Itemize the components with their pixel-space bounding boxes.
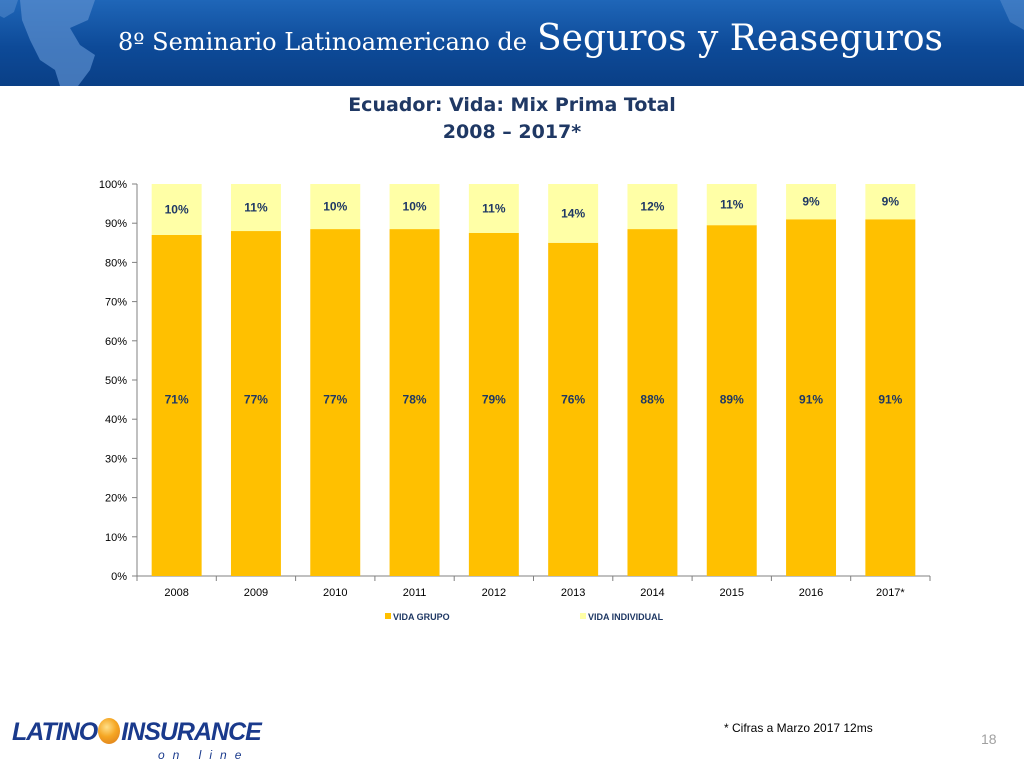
y-tick-label: 20%	[105, 493, 127, 505]
x-tick-label: 2017*	[876, 587, 905, 599]
bar-vida-individual	[151, 184, 202, 235]
data-label-vida-individual: 11%	[720, 198, 744, 212]
legend-label: VIDA GRUPO	[393, 612, 450, 622]
bar-vida-individual	[310, 184, 361, 230]
x-tick-label: 2016	[799, 587, 823, 599]
data-label-vida-individual: 11%	[482, 202, 506, 216]
y-tick-label: 100%	[99, 179, 127, 191]
bar-vida-grupo	[389, 229, 440, 576]
y-tick-label: 0%	[111, 571, 127, 583]
data-label-vida-grupo: 71%	[165, 393, 189, 407]
bar-vida-individual	[468, 184, 519, 233]
data-label-vida-individual: 10%	[403, 200, 427, 214]
legend-swatch	[385, 613, 391, 619]
data-label-vida-individual: 9%	[882, 195, 900, 209]
globe-icon	[98, 718, 121, 744]
y-tick-label: 30%	[105, 453, 127, 465]
bar-vida-grupo	[706, 225, 757, 576]
x-tick-label: 2011	[403, 587, 427, 599]
banner-title-small: 8º Seminario Latinoamericano de	[118, 28, 527, 56]
x-tick-label: 2015	[720, 587, 744, 599]
data-label-vida-individual: 12%	[640, 200, 664, 214]
chart-title: Ecuador: Vida: Mix Prima Total	[348, 94, 676, 116]
data-label-vida-grupo: 76%	[561, 393, 585, 407]
bar-vida-grupo	[151, 234, 202, 576]
data-label-vida-individual: 14%	[561, 206, 585, 220]
bar-vida-individual	[548, 184, 599, 243]
bar-vida-grupo	[627, 229, 678, 576]
page-number: 18	[981, 731, 997, 747]
chart-subtitle: 2008 – 2017*	[442, 121, 582, 143]
data-label-vida-individual: 10%	[323, 200, 347, 214]
company-logo: LATINO INSURANCE on line	[12, 716, 262, 766]
logo-text-right: INSURANCE	[121, 718, 262, 746]
y-tick-label: 80%	[105, 257, 127, 269]
bar-vida-grupo	[786, 219, 837, 576]
y-tick-label: 40%	[105, 414, 127, 426]
data-label-vida-grupo: 91%	[878, 393, 902, 407]
x-tick-label: 2012	[482, 587, 506, 599]
bar-vida-individual	[706, 184, 757, 226]
data-label-vida-individual: 10%	[165, 202, 189, 216]
bar-vida-individual	[786, 184, 837, 220]
x-tick-label: 2010	[323, 587, 347, 599]
data-label-vida-grupo: 77%	[323, 393, 347, 407]
data-label-vida-individual: 9%	[802, 195, 820, 209]
x-tick-label: 2009	[244, 587, 268, 599]
y-tick-label: 60%	[105, 336, 127, 348]
banner-title-big: Seguros y Reaseguros	[537, 18, 944, 59]
logo-subtext: on line	[158, 748, 250, 762]
bar-vida-individual	[627, 184, 678, 230]
legend-swatch	[580, 613, 586, 619]
bar-vida-grupo	[230, 231, 281, 577]
y-tick-label: 90%	[105, 218, 127, 230]
legend-label: VIDA INDIVIDUAL	[588, 612, 664, 622]
x-tick-label: 2014	[640, 587, 664, 599]
bar-vida-grupo	[865, 219, 916, 576]
logo-text-left: LATINO	[12, 718, 98, 746]
map-graphic	[0, 0, 1024, 86]
banner-title: 8º Seminario Latinoamericano de Seguros …	[118, 18, 943, 68]
data-label-vida-grupo: 79%	[482, 393, 506, 407]
bar-vida-grupo	[548, 242, 599, 577]
data-label-vida-individual: 11%	[244, 201, 268, 215]
header-banner: 8º Seminario Latinoamericano de Seguros …	[0, 0, 1024, 86]
data-label-vida-grupo: 89%	[720, 393, 744, 407]
stacked-bar-chart: 0% 10% 20% 30% 40% 50% 60% 70% 80% 90% 100% 71% 10% 2…	[99, 179, 931, 622]
bar-vida-grupo	[310, 229, 361, 576]
bar-vida-individual	[230, 184, 281, 232]
data-label-vida-grupo: 91%	[799, 393, 823, 407]
y-tick-label: 70%	[105, 297, 127, 309]
footnote: * Cifras a Marzo 2017 12ms	[724, 721, 873, 735]
y-tick-label: 10%	[105, 532, 127, 544]
x-tick-label: 2008	[164, 587, 188, 599]
bar-vida-individual	[865, 184, 916, 220]
x-tick-label: 2013	[561, 587, 585, 599]
data-label-vida-grupo: 88%	[640, 393, 664, 407]
bar-vida-individual	[389, 184, 440, 230]
data-label-vida-grupo: 78%	[403, 393, 427, 407]
y-tick-label: 50%	[105, 375, 127, 387]
bar-vida-grupo	[468, 233, 519, 576]
data-label-vida-grupo: 77%	[244, 393, 268, 407]
